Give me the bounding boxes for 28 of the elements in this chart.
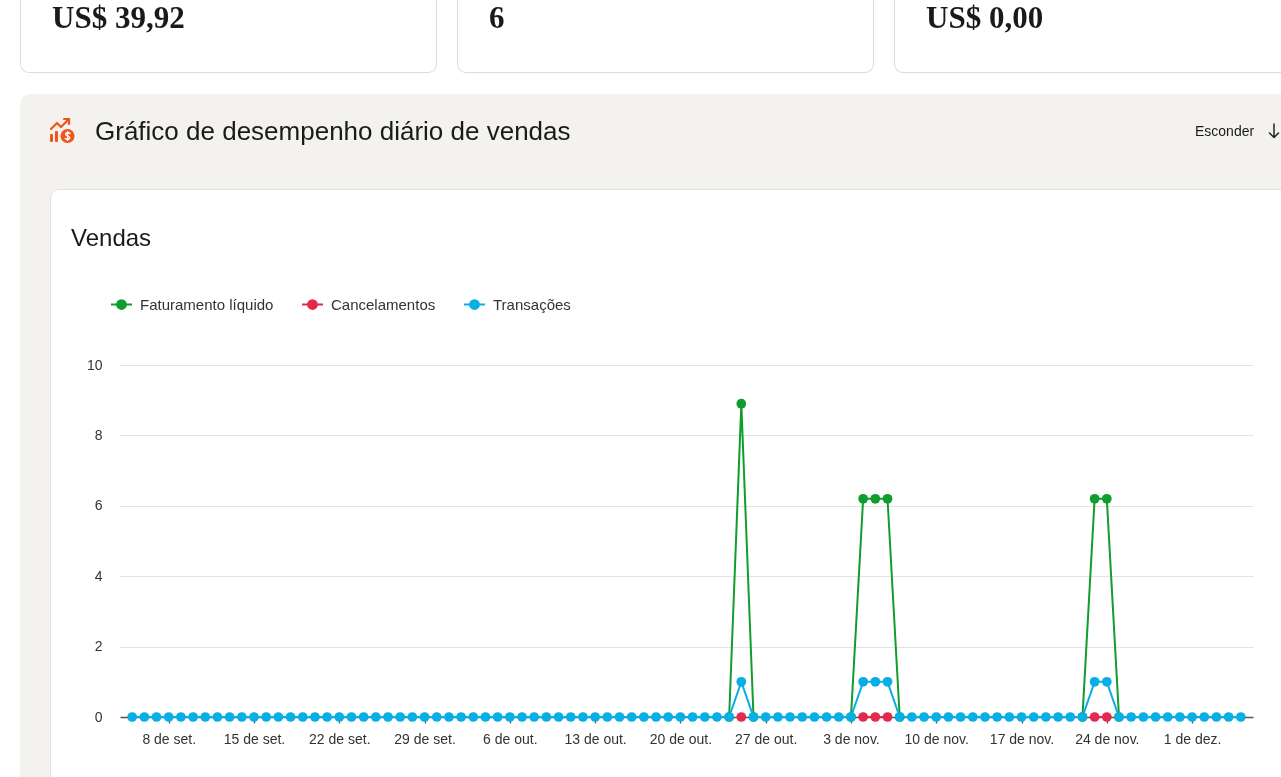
x-tick-label: 6 de out.: [483, 730, 538, 747]
x-tick-label: 29 de set.: [394, 730, 456, 747]
text: Esconder: [1195, 122, 1255, 140]
x-tick-label: 20 de out.: [649, 730, 713, 747]
x-tick-label: 13 de out.: [564, 730, 627, 747]
x-tick-label: 8 de set.: [142, 730, 197, 747]
chart-subtitle: Vendas: [71, 223, 152, 253]
text: US$ 0,00: [926, 0, 1044, 36]
text: 6: [489, 0, 505, 36]
legend-label: Transações: [493, 295, 571, 313]
legend-label: Cancelamentos: [331, 295, 436, 313]
legend-label: Faturamento líquido: [140, 295, 274, 313]
x-tick-label: 15 de set.: [223, 730, 286, 747]
y-tick-label: 8: [94, 426, 103, 443]
y-tick-label: 4: [94, 567, 103, 584]
text: US$ 39,92: [52, 0, 185, 36]
x-tick-label: 27 de out.: [735, 730, 798, 747]
x-tick-label: 24 de nov.: [1075, 730, 1140, 747]
x-tick-label: 3 de nov.: [823, 730, 880, 747]
x-tick-label: 17 de nov.: [989, 730, 1055, 747]
y-tick-label: 0: [94, 708, 103, 725]
y-tick-label: 10: [86, 356, 103, 373]
x-tick-label: 10 de nov.: [904, 730, 969, 747]
chart-title: Gráfico de desempenho diário de vendas: [95, 115, 571, 147]
y-tick-label: 2: [94, 638, 103, 655]
y-tick-label: 6: [94, 497, 103, 514]
x-tick-label: 1 de dez.: [1163, 730, 1222, 747]
x-tick-label: 22 de set.: [309, 730, 371, 747]
